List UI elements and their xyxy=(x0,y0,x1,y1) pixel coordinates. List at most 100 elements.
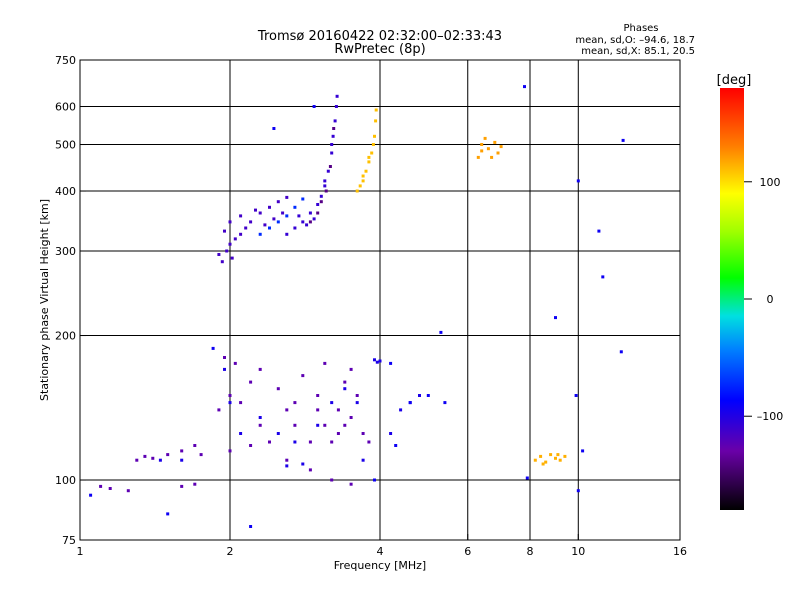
data-point xyxy=(330,478,334,482)
data-point xyxy=(301,197,305,201)
data-point xyxy=(375,360,379,364)
data-point xyxy=(364,169,368,173)
data-point xyxy=(308,220,312,224)
data-point xyxy=(621,138,625,142)
data-point xyxy=(199,453,203,457)
stats-line-o: mean, sd,O: –94.6, 18.7 xyxy=(575,35,695,46)
data-point xyxy=(239,232,243,236)
data-point xyxy=(349,482,353,486)
data-point xyxy=(293,401,297,405)
data-point xyxy=(293,423,297,427)
data-point xyxy=(439,330,443,334)
x-ticks: 1 2 4 6 8 10 16 xyxy=(77,534,687,558)
y-ticks: 75 100 200 300 400 500 600 750 xyxy=(55,54,86,547)
x-tick-label: 8 xyxy=(527,545,534,558)
data-point xyxy=(316,423,320,427)
y-tick-label: 500 xyxy=(55,139,76,152)
colorbar-tick-label: –100 xyxy=(757,410,784,423)
data-point xyxy=(361,432,365,435)
data-point xyxy=(228,394,232,397)
data-point xyxy=(293,226,297,230)
y-tick-label: 600 xyxy=(55,101,76,114)
data-point xyxy=(367,160,371,164)
data-point xyxy=(334,105,338,108)
data-point xyxy=(389,432,393,435)
y-tick-label: 750 xyxy=(55,54,76,67)
data-point xyxy=(371,143,375,146)
data-point xyxy=(276,432,280,435)
data-point xyxy=(312,217,316,221)
data-point xyxy=(367,155,371,159)
data-point xyxy=(558,458,562,462)
data-point xyxy=(323,423,327,427)
data-point xyxy=(370,151,374,155)
data-point xyxy=(323,361,327,365)
data-point xyxy=(394,444,398,447)
data-point xyxy=(308,211,312,215)
data-point xyxy=(581,449,585,453)
data-point xyxy=(244,226,248,230)
cluster xyxy=(533,453,567,466)
chart-subtitle: RwPretec (8p) xyxy=(334,42,425,57)
cluster xyxy=(308,127,336,224)
stats-heading: Phases xyxy=(623,23,658,34)
data-point xyxy=(486,147,490,151)
data-point xyxy=(601,275,605,279)
cluster xyxy=(258,197,305,236)
data-point xyxy=(276,200,280,204)
data-point xyxy=(336,432,340,435)
data-point xyxy=(330,401,334,405)
data-point xyxy=(324,189,328,193)
data-point xyxy=(254,208,257,212)
data-point xyxy=(228,242,232,246)
data-point xyxy=(217,408,221,412)
data-point xyxy=(258,232,262,236)
x-tick-label: 10 xyxy=(571,545,585,558)
data-point xyxy=(223,356,226,359)
data-point xyxy=(343,423,347,427)
data-point xyxy=(549,453,553,457)
data-point xyxy=(361,179,365,183)
grid xyxy=(80,60,680,540)
data-point xyxy=(233,361,237,365)
y-tick-label: 200 xyxy=(55,330,76,343)
data-point xyxy=(597,229,601,233)
cluster xyxy=(476,136,503,159)
data-point xyxy=(316,394,320,397)
data-point xyxy=(408,401,412,405)
y-tick-label: 100 xyxy=(55,474,76,487)
data-point xyxy=(576,489,580,493)
data-point xyxy=(316,408,320,412)
data-point xyxy=(374,108,378,112)
y-axis-label: Stationary phase Virtual Height [km] xyxy=(38,199,51,401)
x-tick-label: 4 xyxy=(377,545,384,558)
data-point xyxy=(193,444,197,447)
data-point xyxy=(373,358,376,362)
data-point xyxy=(539,454,543,458)
colorbar-gradient xyxy=(720,88,744,510)
data-point xyxy=(330,143,334,146)
data-point xyxy=(268,440,271,444)
data-point xyxy=(308,468,312,472)
data-point xyxy=(373,478,376,482)
data-point xyxy=(499,145,503,149)
colorbar-ticks: 100 0 –100 xyxy=(744,176,783,423)
data-point xyxy=(249,380,253,384)
data-point xyxy=(476,155,480,159)
cluster xyxy=(89,85,625,528)
data-point xyxy=(326,169,330,173)
data-point xyxy=(355,189,359,193)
data-point xyxy=(166,512,170,516)
data-point xyxy=(374,119,378,123)
data-point xyxy=(223,367,226,371)
data-point xyxy=(331,134,335,138)
data-point xyxy=(276,220,280,224)
data-point xyxy=(285,232,289,236)
data-point xyxy=(285,408,289,412)
cluster xyxy=(158,358,421,468)
data-point xyxy=(358,184,362,188)
data-point xyxy=(336,408,340,412)
stats-block: Phases mean, sd,O: –94.6, 18.7 mean, sd,… xyxy=(575,23,695,57)
data-point xyxy=(480,143,484,146)
data-point xyxy=(525,476,529,480)
